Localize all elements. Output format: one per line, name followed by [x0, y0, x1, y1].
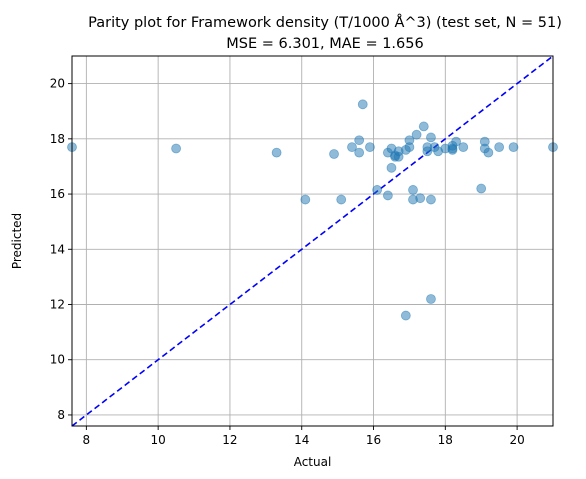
y-axis-label: Predicted [10, 213, 24, 269]
x-axis-label: Actual [294, 455, 332, 469]
data-point [372, 185, 383, 195]
chart-subtitle: MSE = 6.301, MAE = 1.656 [226, 36, 423, 52]
data-point [354, 147, 365, 158]
y-axis-ticks: 8 10 12 14 16 18 20 [50, 77, 72, 422]
data-point [426, 294, 436, 304]
data-point [171, 143, 181, 154]
data-point [411, 129, 422, 140]
x-axis-ticks: 8 10 12 14 16 18 20 [83, 426, 525, 447]
data-point [347, 142, 357, 153]
x-tick-label: 18 [438, 433, 453, 447]
data-point [300, 194, 311, 205]
data-points [67, 99, 558, 321]
data-point [271, 147, 282, 158]
data-point [494, 142, 505, 153]
parity-line [71, 55, 554, 427]
data-point [365, 142, 375, 153]
data-point [400, 310, 411, 321]
y-tick-label: 8 [57, 408, 65, 422]
x-tick-label: 20 [509, 433, 524, 447]
data-point [508, 142, 519, 153]
data-point [426, 194, 436, 205]
y-tick-label: 14 [50, 242, 65, 256]
data-point [354, 135, 365, 146]
data-point [483, 147, 494, 158]
data-point [404, 135, 415, 146]
data-point [451, 136, 461, 147]
y-tick-label: 12 [50, 298, 65, 312]
y-tick-label: 20 [50, 77, 65, 91]
plot-frame [71, 55, 554, 427]
grid [72, 56, 553, 426]
data-point [408, 185, 418, 195]
x-tick-label: 10 [151, 433, 166, 447]
y-tick-label: 10 [50, 353, 65, 367]
y-tick-label: 16 [50, 187, 65, 201]
data-point [476, 183, 487, 194]
x-tick-label: 12 [222, 433, 237, 447]
data-point [418, 121, 429, 132]
data-point [458, 142, 469, 153]
data-point [357, 99, 368, 110]
data-point [386, 162, 397, 173]
x-tick-label: 14 [294, 433, 309, 447]
data-point [336, 194, 347, 205]
data-point [415, 193, 426, 204]
data-point [426, 132, 436, 143]
data-point [393, 151, 404, 162]
chart-title: Parity plot for Framework density (T/100… [88, 14, 562, 31]
data-point [382, 190, 393, 201]
x-tick-label: 8 [83, 433, 91, 447]
data-point [329, 149, 339, 159]
y-tick-label: 18 [50, 132, 65, 146]
parity-line-group [71, 55, 554, 427]
x-tick-label: 16 [366, 433, 381, 447]
